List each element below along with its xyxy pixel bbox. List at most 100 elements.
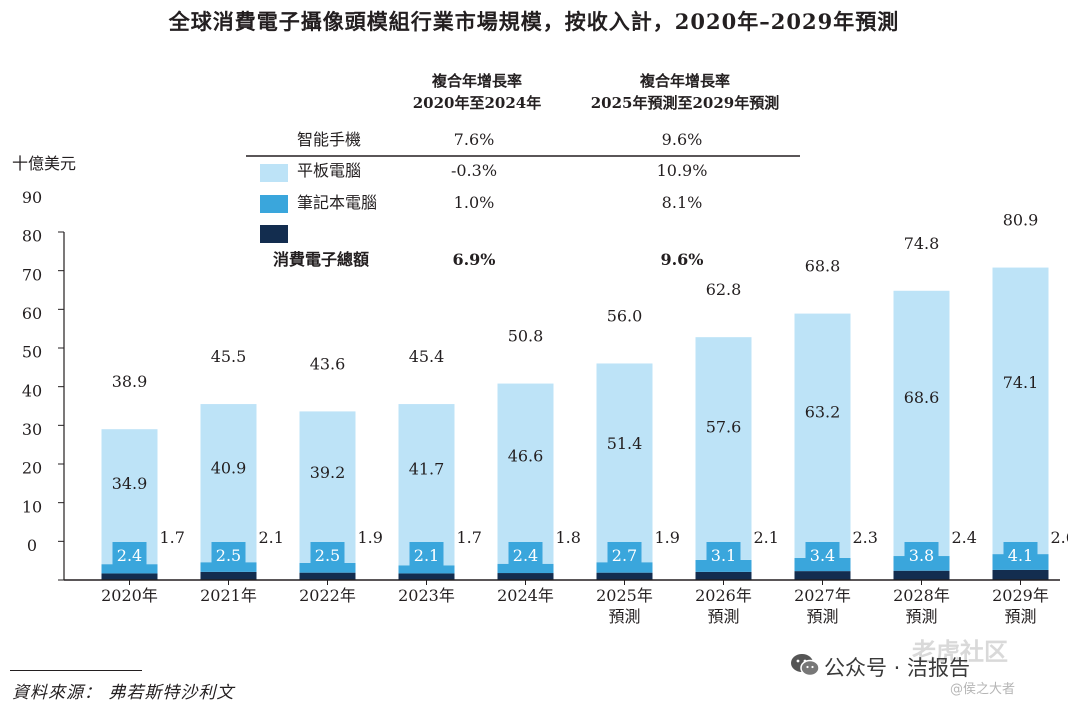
legend-swatch-notebook <box>260 225 288 243</box>
bar-tablet <box>101 564 158 574</box>
cagr-2025-2029-value: 9.6% <box>662 130 703 149</box>
bar-tablet <box>497 563 554 574</box>
bar-smartphone <box>695 337 752 560</box>
data-label-notebook: 2.4 <box>952 528 977 547</box>
y-tick-label: 0 <box>27 536 37 555</box>
cagr-2020-2024-value: 1.0% <box>454 193 495 212</box>
data-label-total: 43.6 <box>310 354 346 373</box>
data-label-tablet-box <box>211 542 246 566</box>
data-label-notebook: 1.9 <box>358 528 383 547</box>
data-label-tablet: 3.8 <box>909 546 934 565</box>
x-tick-label: 2020年 <box>101 586 158 605</box>
cagr-2025-2029-value: 8.1% <box>662 193 703 212</box>
bar-smartphone <box>794 313 851 558</box>
legend-swatch-smartphone <box>260 164 288 182</box>
x-tick-label: 2023年 <box>398 586 455 605</box>
x-tick-label: 預測 <box>707 607 739 626</box>
bar-tablet <box>200 562 257 572</box>
data-label-tablet: 2.4 <box>117 546 142 565</box>
data-label-tablet-box <box>310 542 345 566</box>
y-tick-label: 40 <box>22 381 42 400</box>
x-tick-label: 預測 <box>905 607 937 626</box>
data-label-total: 80.9 <box>1003 211 1039 230</box>
data-label-smartphone: 41.7 <box>409 460 445 479</box>
y-tick-label: 10 <box>22 497 42 516</box>
data-label-tablet: 2.4 <box>513 546 538 565</box>
data-label-total: 45.4 <box>409 347 445 366</box>
cagr-2020-2024-value: 7.6% <box>454 130 495 149</box>
data-label-notebook: 1.7 <box>457 528 482 547</box>
x-tick-label: 預測 <box>1004 607 1036 626</box>
y-tick-label: 60 <box>22 304 42 323</box>
data-label-total: 45.5 <box>211 347 247 366</box>
y-tick-label: 30 <box>22 420 42 439</box>
x-tick-label: 2027年 <box>794 586 851 605</box>
data-label-tablet-box <box>805 542 840 566</box>
cagr-2020-2024-value: 6.9% <box>452 250 495 269</box>
legend-row-label: 消費電子總額 <box>273 250 369 269</box>
cagr-header-line2: 2025年預測至2029年預測 <box>590 94 780 112</box>
data-label-notebook: 1.7 <box>160 528 185 547</box>
data-label-total: 50.8 <box>508 327 544 346</box>
source-note: 資料來源： 弗若斯特沙利文 <box>12 683 235 703</box>
bar-smartphone <box>893 290 950 557</box>
y-tick-label: 70 <box>22 265 42 284</box>
data-label-tablet-box <box>1003 542 1038 566</box>
data-label-tablet: 3.4 <box>810 546 835 565</box>
x-tick-label: 預測 <box>608 607 640 626</box>
cagr-header-line1: 複合年增長率 <box>639 72 730 90</box>
bar-notebook <box>695 571 752 580</box>
data-label-tablet: 2.5 <box>315 546 340 565</box>
watermark-brand: 公众号 · 洁报告 <box>824 656 971 680</box>
data-label-notebook: 1.8 <box>556 528 581 547</box>
x-tick-label: 2022年 <box>299 586 356 605</box>
bar-smartphone <box>398 404 455 566</box>
y-tick-label: 80 <box>22 227 42 246</box>
y-axis-unit-label: 十億美元 <box>12 154 77 173</box>
x-tick-label: 預測 <box>806 607 838 626</box>
data-label-smartphone: 74.1 <box>1003 373 1039 392</box>
legend-row-label: 平板電腦 <box>297 161 361 180</box>
bar-tablet <box>398 565 455 574</box>
data-label-tablet: 2.1 <box>414 546 439 565</box>
cagr-2020-2024-value: -0.3% <box>451 161 497 180</box>
watermark: 老虎社区 公众号 · 洁报告 @侯之大者 <box>790 632 1060 700</box>
bar-notebook <box>200 571 257 580</box>
data-label-smartphone: 68.6 <box>904 388 940 407</box>
data-label-notebook: 2.6 <box>1051 528 1068 547</box>
data-label-smartphone: 51.4 <box>607 434 643 453</box>
data-label-tablet: 2.7 <box>612 546 637 565</box>
data-label-total: 38.9 <box>112 372 148 391</box>
bar-notebook <box>992 569 1049 580</box>
data-label-total: 74.8 <box>904 234 940 253</box>
bar-smartphone <box>299 411 356 563</box>
x-tick-label: 2028年 <box>893 586 950 605</box>
source-divider <box>10 670 142 671</box>
bar-tablet <box>299 562 356 573</box>
cagr-header-2025-2029: 複合年增長率 2025年預測至2029年預測 <box>572 70 798 114</box>
cagr-header-line1: 複合年增長率 <box>431 72 522 90</box>
bar-notebook <box>893 570 950 580</box>
bar-notebook <box>596 572 653 580</box>
bar-notebook <box>101 573 158 580</box>
watermark-handle: @侯之大者 <box>950 682 1016 697</box>
bar-smartphone <box>497 383 554 564</box>
data-label-tablet: 3.1 <box>711 546 736 565</box>
wechat-icon <box>791 654 820 677</box>
x-tick-label: 2029年 <box>992 586 1049 605</box>
cagr-header-2020-2024: 複合年增長率 2020年至2024年 <box>392 70 562 114</box>
data-label-tablet: 4.1 <box>1008 546 1033 565</box>
data-label-total: 68.8 <box>805 257 841 276</box>
data-label-smartphone: 57.6 <box>706 417 742 436</box>
bar-notebook <box>497 573 554 580</box>
data-label-smartphone: 39.2 <box>310 463 346 482</box>
y-tick-label: 50 <box>22 343 42 362</box>
legend-row-label: 筆記本電腦 <box>297 193 377 212</box>
data-label-smartphone: 34.9 <box>112 474 148 493</box>
legend-swatch-tablet <box>260 195 288 213</box>
data-label-notebook: 1.9 <box>655 528 680 547</box>
cagr-2025-2029-value: 10.9% <box>657 161 708 180</box>
data-label-notebook: 2.3 <box>853 528 878 547</box>
bar-notebook <box>299 572 356 580</box>
